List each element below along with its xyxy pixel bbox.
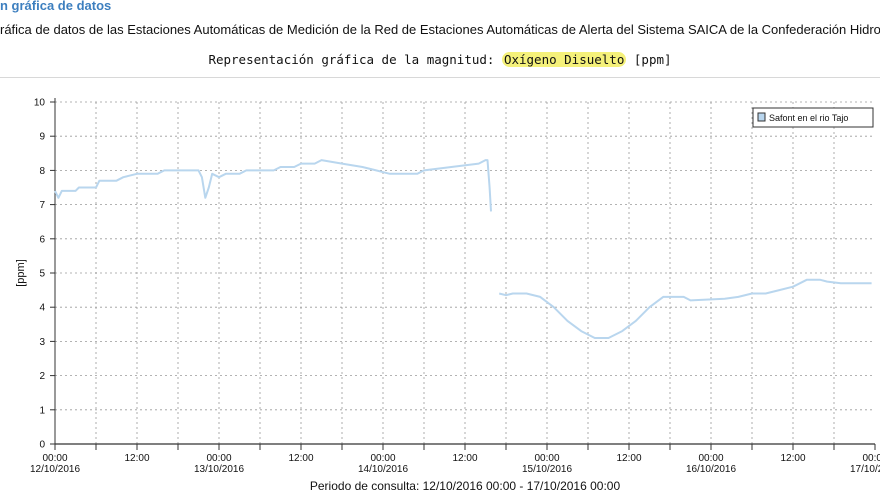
axes <box>50 98 876 450</box>
series-line-segment <box>498 278 872 339</box>
legend-box <box>752 107 874 128</box>
x-tick-date-label: 12/10/2016 <box>30 464 80 475</box>
y-tick-label: 1 <box>39 405 45 416</box>
x-tick-label: 00:00 <box>862 453 880 464</box>
x-tick-label: 12:00 <box>288 453 313 464</box>
x-tick-label: 00:00 <box>370 453 395 464</box>
y-tick-label: 0 <box>39 440 45 451</box>
y-tick-labels: 0 1 2 3 4 5 6 7 8 9 10 <box>34 98 46 451</box>
legend-label: Safont en el rio Tajo <box>769 113 848 123</box>
x-tick-date-label: 15/10/2016 <box>522 464 572 475</box>
legend-swatch <box>757 112 766 122</box>
y-tick-label: 2 <box>39 371 45 382</box>
y-tick-label: 10 <box>34 98 46 109</box>
x-tick-date-label: 13/10/2016 <box>194 464 244 475</box>
x-tick-label: 00:00 <box>698 453 723 464</box>
header-divider <box>0 77 880 78</box>
x-tick-label: 00:00 <box>534 453 559 464</box>
y-tick-label: 7 <box>39 200 45 211</box>
x-tick-label: 12:00 <box>616 453 641 464</box>
x-tick-label: 12:00 <box>780 453 805 464</box>
page-title: n gráfica de datos <box>0 0 112 13</box>
y-tick-label: 8 <box>39 166 45 177</box>
y-tick-label: 5 <box>39 269 45 280</box>
series-line-segment <box>54 159 492 212</box>
magnitude-prefix: Representación gráfica de la magnitud: <box>208 52 502 67</box>
grid-lines <box>55 101 875 444</box>
y-tick-label: 3 <box>39 337 45 348</box>
y-tick-label: 4 <box>39 303 45 314</box>
x-tick-date-label: 14/10/2016 <box>358 464 408 475</box>
x-tick-label: 12:00 <box>452 453 477 464</box>
x-tick-label: 00:00 <box>206 453 231 464</box>
x-tick-label: 12:00 <box>124 453 149 464</box>
x-tick-date-label: 16/10/2016 <box>686 464 736 475</box>
series-lines <box>54 159 872 339</box>
y-tick-label: 9 <box>39 132 45 143</box>
y-tick-label: 6 <box>39 234 45 245</box>
x-tick-date-label: 17/10/2016 <box>850 464 880 475</box>
magnitude-name: Oxígeno Disuelto <box>501 52 627 67</box>
x-tick-label: 00:00 <box>42 453 67 464</box>
period-label: Periodo de consulta: 12/10/2016 00:00 - … <box>309 479 621 493</box>
magnitude-unit: [ppm] <box>626 52 672 67</box>
y-axis-label: [ppm] <box>15 259 27 287</box>
legend: Safont en el rio Tajo <box>752 107 874 128</box>
page-description: ráfica de datos de las Estaciones Automá… <box>0 22 880 37</box>
magnitude-line: Representación gráfica de la magnitud: O… <box>0 52 880 67</box>
